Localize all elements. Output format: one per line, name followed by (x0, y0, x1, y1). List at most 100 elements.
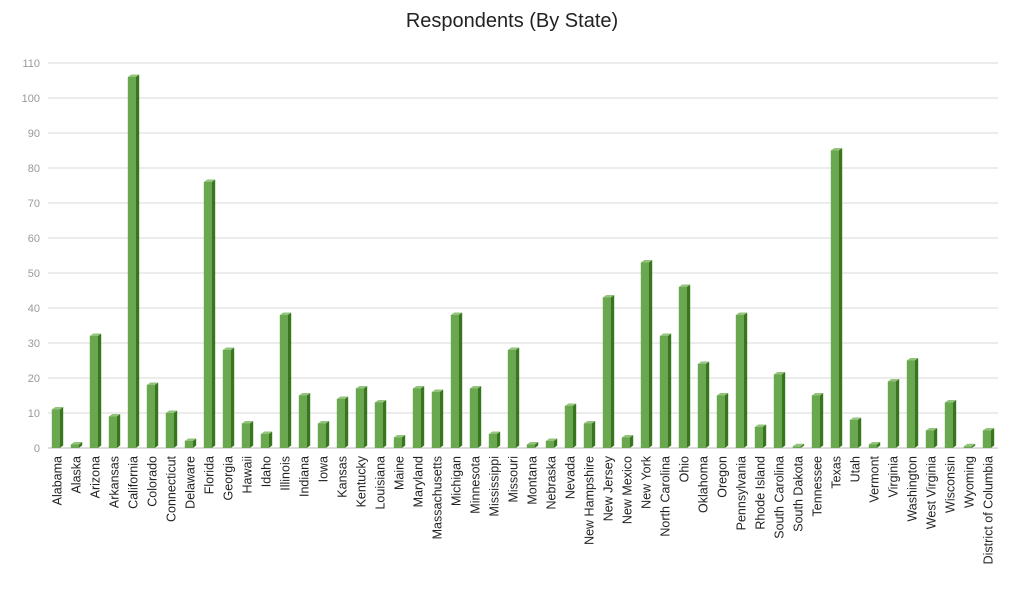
x-tick-label: Alaska (70, 456, 84, 494)
x-tick-label: Montana (526, 456, 540, 505)
bar (982, 428, 995, 448)
bar (735, 312, 748, 448)
bar (716, 393, 729, 448)
bar (146, 382, 159, 448)
bar (678, 284, 691, 448)
x-tick-label: Wyoming (963, 456, 977, 508)
bar (640, 260, 653, 448)
x-tick-label: North Carolina (659, 456, 673, 537)
y-tick-label: 30 (28, 338, 40, 350)
bar (89, 333, 102, 448)
bar (51, 407, 64, 448)
bar (564, 403, 577, 448)
x-tick-label: Mississippi (488, 456, 502, 516)
x-tick-label: Georgia (222, 456, 236, 501)
x-tick-label: Oregon (716, 456, 730, 498)
bar (621, 435, 634, 448)
bar (754, 424, 767, 448)
bar (963, 443, 976, 448)
bar (849, 417, 862, 448)
x-tick-label: Utah (849, 456, 863, 482)
bar (906, 358, 919, 448)
x-tick-label: Kansas (336, 456, 350, 498)
bar (317, 421, 330, 448)
bar (336, 396, 349, 448)
bar (583, 421, 596, 448)
bar (355, 386, 368, 448)
x-tick-label: Maryland (412, 456, 426, 507)
x-tick-label: Vermont (868, 455, 882, 502)
bar (222, 347, 235, 448)
y-tick-label: 60 (28, 233, 40, 245)
bar (203, 179, 216, 449)
x-tick-label: Minnesota (469, 456, 483, 514)
x-tick-label: Iowa (317, 456, 331, 482)
bar (868, 442, 881, 448)
y-tick-label: 90 (28, 128, 40, 140)
x-tick-label: New York (640, 455, 654, 509)
bar (241, 421, 254, 448)
bar (545, 438, 558, 448)
y-tick-label: 80 (28, 163, 40, 175)
bar (260, 431, 273, 448)
bar (184, 438, 197, 448)
x-tick-label: Hawaii (241, 456, 255, 494)
x-tick-label: Connecticut (165, 455, 179, 522)
bar (830, 148, 843, 449)
x-tick-label: South Carolina (773, 456, 787, 539)
bar (450, 312, 463, 448)
y-tick-label: 50 (28, 268, 40, 280)
x-tick-label: Arizona (89, 456, 103, 498)
y-tick-label: 0 (34, 443, 40, 455)
bar (602, 295, 615, 448)
gridlines (48, 62, 998, 449)
x-tick-label: Colorado (146, 456, 160, 507)
bar (811, 393, 824, 448)
y-tick-label: 70 (28, 198, 40, 210)
bar (127, 74, 140, 449)
y-axis-ticks: 0 10 20 30 40 50 60 70 80 90 100 110 (22, 58, 40, 455)
x-tick-label: Massachusetts (431, 456, 445, 539)
bar (944, 400, 957, 448)
chart-title: Respondents (By State) (405, 10, 619, 32)
bar (507, 347, 520, 448)
bar (887, 379, 900, 448)
bar (488, 431, 501, 448)
x-tick-label: New Hampshire (583, 456, 597, 545)
x-tick-label: Ohio (678, 456, 692, 482)
x-tick-label: Michigan (450, 456, 464, 506)
bar (431, 389, 444, 448)
x-tick-label: Louisiana (374, 456, 388, 510)
y-tick-label: 100 (22, 93, 40, 105)
bar (393, 435, 406, 448)
x-tick-label: West Virginia (925, 456, 939, 529)
bar (469, 386, 482, 448)
bar (792, 443, 805, 448)
x-tick-label: Washington (906, 456, 920, 522)
x-tick-label: Illinois (279, 456, 293, 491)
x-tick-label: New Mexico (621, 456, 635, 524)
x-tick-label: Pennsylvania (735, 456, 749, 530)
bar (659, 333, 672, 448)
bar (279, 312, 292, 448)
x-tick-label: Kentucky (355, 455, 369, 507)
x-tick-label: Alabama (51, 456, 65, 505)
bar (298, 393, 311, 448)
y-tick-label: 40 (28, 303, 40, 315)
x-tick-label: Rhode Island (754, 456, 768, 530)
bars (51, 74, 995, 449)
bar (165, 410, 178, 448)
bar (526, 442, 539, 448)
y-tick-label: 20 (28, 373, 40, 385)
x-axis-ticks: Alabama Alaska Arizona Arkansas California Co… (51, 455, 996, 564)
bar (108, 414, 121, 448)
x-tick-label: Florida (203, 456, 217, 494)
x-tick-label: Arkansas (108, 456, 122, 508)
bar (412, 386, 425, 448)
bar (374, 400, 387, 448)
x-tick-label: Indiana (298, 456, 312, 497)
x-tick-label: Wisconsin (944, 456, 958, 513)
x-tick-label: District of Columbia (982, 456, 996, 564)
